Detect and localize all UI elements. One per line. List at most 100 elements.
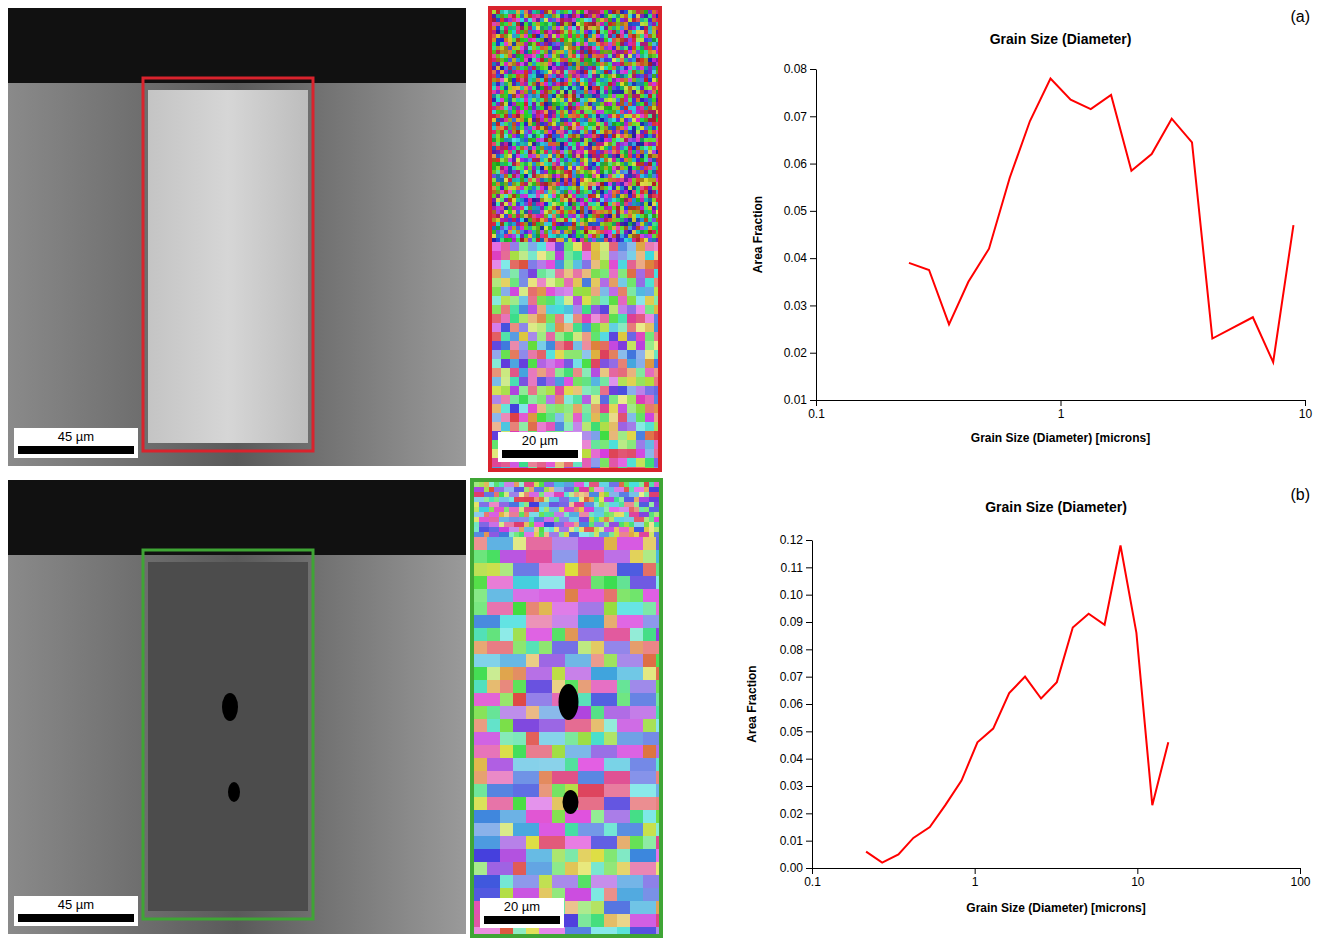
- grain: [552, 182, 556, 186]
- grain: [640, 106, 644, 110]
- grain: [620, 130, 624, 134]
- grain: [540, 190, 544, 194]
- grain: [504, 118, 508, 122]
- grain: [492, 22, 496, 26]
- grain: [636, 54, 640, 58]
- grain: [576, 82, 580, 86]
- grain: [596, 110, 600, 114]
- grain: [604, 146, 608, 150]
- grain: [576, 42, 580, 46]
- grain: [632, 142, 636, 146]
- grain: [588, 94, 592, 98]
- grain: [560, 42, 564, 46]
- grain: [644, 74, 648, 78]
- grain: [616, 130, 620, 134]
- grain: [532, 126, 536, 130]
- grain: [584, 190, 588, 194]
- grain: [556, 126, 560, 130]
- grain: [568, 110, 572, 114]
- grain: [556, 130, 560, 134]
- grain: [620, 10, 624, 14]
- grain: [632, 150, 636, 154]
- grain: [632, 62, 636, 66]
- grain: [636, 22, 640, 26]
- grain: [624, 62, 628, 66]
- grain: [580, 138, 584, 142]
- grain: [600, 166, 604, 170]
- grain: [520, 194, 524, 198]
- grain: [656, 42, 658, 46]
- grain: [640, 86, 644, 90]
- grain: [548, 174, 552, 178]
- grain: [600, 26, 604, 30]
- grain: [564, 194, 568, 198]
- grain: [540, 14, 544, 18]
- grain: [560, 46, 564, 50]
- grain: [508, 182, 512, 186]
- grain: [588, 158, 592, 162]
- grain: [600, 78, 604, 82]
- grain: [604, 58, 608, 62]
- grain: [632, 102, 636, 106]
- grain: [656, 190, 658, 194]
- grain: [652, 190, 656, 194]
- grain: [584, 146, 588, 150]
- grain: [516, 138, 520, 142]
- grain: [544, 26, 548, 30]
- grain: [536, 70, 540, 74]
- grain: [596, 186, 600, 190]
- grain: [564, 34, 568, 38]
- grain: [620, 166, 624, 170]
- grain: [512, 146, 516, 150]
- grain: [512, 74, 516, 78]
- grain: [528, 18, 532, 22]
- grain: [656, 78, 658, 82]
- grain: [524, 178, 528, 182]
- grain: [604, 18, 608, 22]
- grain: [632, 98, 636, 102]
- grain: [516, 190, 520, 194]
- grain: [520, 66, 524, 70]
- grain: [552, 154, 556, 158]
- grain: [544, 114, 548, 118]
- grain: [592, 82, 596, 86]
- grain: [500, 162, 504, 166]
- grain: [504, 186, 508, 190]
- grain: [580, 194, 584, 198]
- grain: [628, 18, 632, 22]
- grain: [492, 130, 496, 134]
- grain: [588, 122, 592, 126]
- grain: [612, 102, 616, 106]
- grain: [504, 198, 508, 202]
- grain: [508, 18, 512, 22]
- grain: [596, 118, 600, 122]
- grain: [648, 138, 652, 142]
- grain: [592, 38, 596, 42]
- grain: [608, 90, 612, 94]
- grain: [552, 134, 556, 138]
- grain: [500, 82, 504, 86]
- grain: [564, 170, 568, 174]
- grain: [516, 174, 520, 178]
- grain: [552, 122, 556, 126]
- grain: [508, 150, 512, 154]
- grain: [516, 70, 520, 74]
- grain: [532, 34, 536, 38]
- grain: [600, 186, 604, 190]
- grain: [632, 22, 636, 26]
- grain: [636, 30, 640, 34]
- grain: [624, 66, 628, 70]
- grain: [540, 198, 544, 202]
- grain: [616, 174, 620, 178]
- grain: [612, 98, 616, 102]
- grain: [552, 42, 556, 46]
- grain: [512, 90, 516, 94]
- grain: [584, 38, 588, 42]
- grain: [588, 182, 592, 186]
- grain: [516, 130, 520, 134]
- grain: [508, 178, 512, 182]
- grain: [624, 166, 628, 170]
- grain: [612, 114, 616, 118]
- grain: [500, 126, 504, 130]
- grain: [544, 62, 548, 66]
